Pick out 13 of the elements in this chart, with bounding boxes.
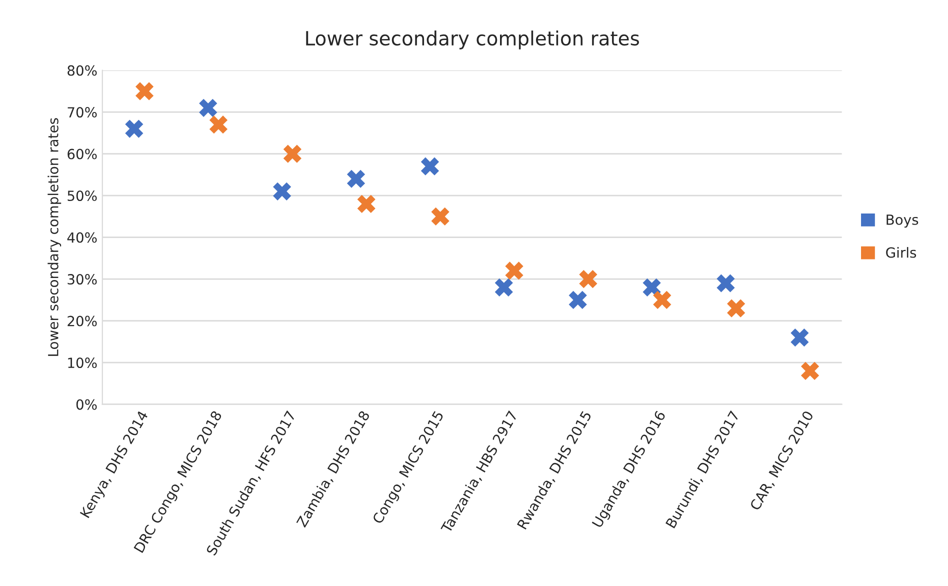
legend-label: Boys: [886, 214, 918, 228]
chart-title: Lower secondary completion rates: [306, 30, 639, 50]
y-tick-label: 40%: [67, 232, 97, 243]
y-tick-label: 80%: [68, 65, 97, 76]
y-tick-label: 50%: [68, 190, 97, 202]
y-tick-label: 0%: [76, 399, 97, 410]
y-tick-label: 10%: [68, 358, 97, 368]
legend-label: Girls: [886, 247, 916, 258]
y-tick-label: 70%: [68, 107, 97, 118]
y-axis-title: Lower secondary completion rates: [48, 118, 62, 356]
y-tick-label: 20%: [68, 316, 97, 326]
y-tick-label: 60%: [68, 148, 97, 160]
y-tick-label: 30%: [68, 274, 97, 285]
